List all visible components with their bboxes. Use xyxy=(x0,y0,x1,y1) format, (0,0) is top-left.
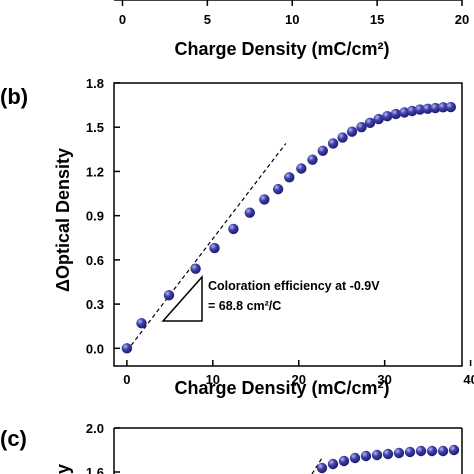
data-point xyxy=(437,102,449,113)
annotation-line-1: Coloration efficiency at -0.9V xyxy=(208,279,380,293)
data-point xyxy=(346,126,358,137)
panel-b-x-tick-label: 10 xyxy=(206,372,220,387)
panel-c-data-point xyxy=(382,448,394,460)
panel-b-y-tick-label: 0.3 xyxy=(86,297,104,312)
data-point xyxy=(317,145,328,157)
panel-c-data-point xyxy=(316,462,328,474)
panel-a-x-tick-label: 20 xyxy=(455,12,469,27)
data-point xyxy=(422,103,433,114)
panel-b: (b) 0 10 20 30 40 0.0 0.3 0.6 0.9 1.2 1.5 1.8 Char… xyxy=(0,76,474,398)
panel-b-y-tick-label: 1.8 xyxy=(86,76,104,91)
panel-a: 0 5 10 15 20 Charge Density (mC/cm²) xyxy=(114,0,469,59)
data-points xyxy=(121,101,457,354)
panel-c-data-point xyxy=(371,449,383,461)
panel-b-frame xyxy=(113,82,463,367)
panel-b-label: (b) xyxy=(0,84,28,109)
panel-b-y-axis-title: ΔOptical Density xyxy=(53,148,73,292)
slope-triangle xyxy=(161,275,203,322)
data-point xyxy=(390,108,402,120)
data-point xyxy=(272,183,284,195)
data-point xyxy=(414,104,426,115)
panel-c-data-point xyxy=(338,455,350,467)
data-point xyxy=(259,194,270,205)
data-point xyxy=(190,263,201,274)
panel-c-fit-line xyxy=(311,457,323,474)
panel-b-x-tick-label: 30 xyxy=(377,372,391,387)
panel-b-x-tick-label: 0 xyxy=(123,372,130,387)
panel-a-x-axis-title: Charge Density (mC/cm²) xyxy=(174,39,389,59)
panel-b-y-tick-label: 1.5 xyxy=(86,120,104,135)
fit-line xyxy=(130,143,287,346)
data-point xyxy=(307,154,318,165)
data-point xyxy=(327,138,339,149)
data-point xyxy=(121,343,133,354)
panel-a-x-tick-label: 5 xyxy=(204,12,211,27)
panel-c-data-point xyxy=(360,450,372,462)
data-point xyxy=(445,101,457,113)
data-point xyxy=(430,102,441,114)
data-point xyxy=(399,107,410,118)
panel-c-label: (c) xyxy=(0,426,27,451)
panel-c-data-point xyxy=(327,458,339,470)
panel-c-data-point xyxy=(437,445,449,457)
data-point xyxy=(406,105,418,117)
panel-b-y-tick-label: 0.0 xyxy=(86,341,104,356)
data-point xyxy=(228,223,239,235)
panel-c-y-tick-label-1-6: 1.6 xyxy=(86,465,104,474)
panel-b-x-ticks: 0 10 20 30 40 xyxy=(123,360,474,387)
panel-c-y-tick-label-2-0: 2.0 xyxy=(86,421,104,436)
panel-a-x-ticks: 0 5 10 15 20 xyxy=(119,0,469,27)
panel-a-x-tick-label: 10 xyxy=(285,12,299,27)
panel-b-x-tick-label: 20 xyxy=(292,372,306,387)
data-point xyxy=(382,110,393,122)
panel-c-data-point xyxy=(426,445,438,457)
panel-c-data-points xyxy=(316,444,460,474)
data-point xyxy=(136,318,147,329)
panel-c-data-point xyxy=(349,452,361,464)
annotation-line-2: = 68.8 cm²/C xyxy=(208,299,281,313)
panel-c-data-point xyxy=(415,445,427,457)
data-point xyxy=(163,290,175,301)
panel-b-x-axis-title: Charge Density (mC/cm²) xyxy=(174,378,389,398)
panel-b-y-tick-label: 1.2 xyxy=(86,164,104,179)
panel-c: (c) 2.0 1.6 y xyxy=(0,421,463,474)
data-point xyxy=(209,242,220,254)
data-point xyxy=(244,207,255,218)
data-point xyxy=(284,172,295,183)
panel-b-y-tick-label: 0.6 xyxy=(86,253,104,268)
data-point xyxy=(337,132,348,143)
panel-a-x-tick-label: 15 xyxy=(370,12,384,27)
panel-a-x-tick-label: 0 xyxy=(119,12,126,27)
panel-c-data-point xyxy=(404,446,416,458)
data-point xyxy=(364,117,376,128)
panel-b-y-tick-label: 0.9 xyxy=(86,209,104,224)
panel-c-data-point xyxy=(448,444,460,456)
data-point xyxy=(356,122,367,133)
panel-b-x-tick-label: 40 xyxy=(463,372,474,387)
panel-c-data-point xyxy=(393,447,405,459)
data-point xyxy=(373,113,384,125)
panel-c-y-axis-title: y xyxy=(53,464,73,474)
data-point xyxy=(296,163,307,174)
panel-b-y-ticks: 0.0 0.3 0.6 0.9 1.2 1.5 1.8 xyxy=(86,76,120,356)
